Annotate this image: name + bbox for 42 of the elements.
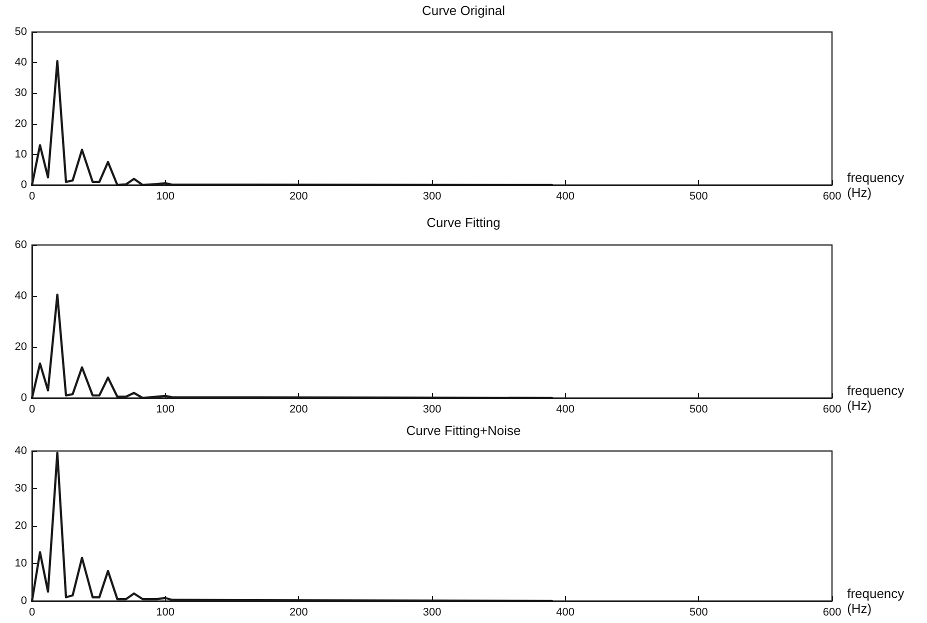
y-tick-label: 10 — [14, 558, 27, 570]
x-tick-label: 600 — [822, 606, 842, 618]
x-tick-label: 0 — [28, 606, 36, 618]
x-tick-label: 100 — [156, 404, 175, 416]
y-tick-label: 20 — [14, 118, 27, 130]
x-tick-label: 0 — [28, 190, 36, 202]
x-tick-label: 200 — [289, 404, 308, 416]
x-axis-title: frequency (Hz) — [847, 383, 905, 413]
x-tick-label: 100 — [156, 190, 175, 202]
y-tick-label: 0 — [20, 392, 27, 404]
chart-title: Curve Fitting — [426, 215, 500, 230]
x-tick-label: 300 — [422, 190, 442, 202]
x-tick-label: 400 — [556, 404, 575, 416]
x-tick-label: 0 — [28, 404, 36, 416]
x-tick-label: 600 — [822, 190, 842, 202]
y-tick-label: 60 — [14, 239, 27, 251]
y-tick-label: 40 — [14, 56, 27, 69]
y-tick-label: 40 — [14, 290, 27, 302]
x-tick-label: 100 — [156, 606, 175, 618]
x-tick-label: 400 — [556, 606, 575, 618]
x-axis-title: frequency (Hz) — [847, 170, 905, 200]
x-tick-label: 600 — [822, 404, 842, 416]
y-tick-label: 30 — [14, 87, 27, 100]
y-tick-label: 0 — [20, 179, 27, 191]
y-tick-label: 40 — [14, 445, 27, 457]
x-tick-label: 200 — [289, 190, 308, 202]
y-tick-label: 20 — [14, 520, 27, 532]
x-tick-label: 300 — [422, 606, 442, 618]
x-tick-label: 500 — [689, 606, 708, 618]
x-tick-label: 500 — [689, 404, 708, 416]
x-tick-label: 200 — [289, 606, 308, 618]
chart-title: Curve Original — [422, 3, 506, 18]
x-tick-label: 400 — [556, 190, 575, 202]
x-tick-label: 300 — [422, 404, 442, 416]
y-tick-label: 50 — [14, 26, 27, 38]
y-tick-label: 0 — [20, 595, 27, 607]
y-tick-label: 30 — [14, 482, 27, 494]
x-axis-title: frequency (Hz) — [847, 586, 905, 616]
y-tick-label: 10 — [14, 148, 27, 160]
y-tick-label: 20 — [14, 341, 27, 353]
x-tick-label: 500 — [689, 190, 708, 202]
chart-title: Curve Fitting+Noise — [406, 423, 521, 438]
